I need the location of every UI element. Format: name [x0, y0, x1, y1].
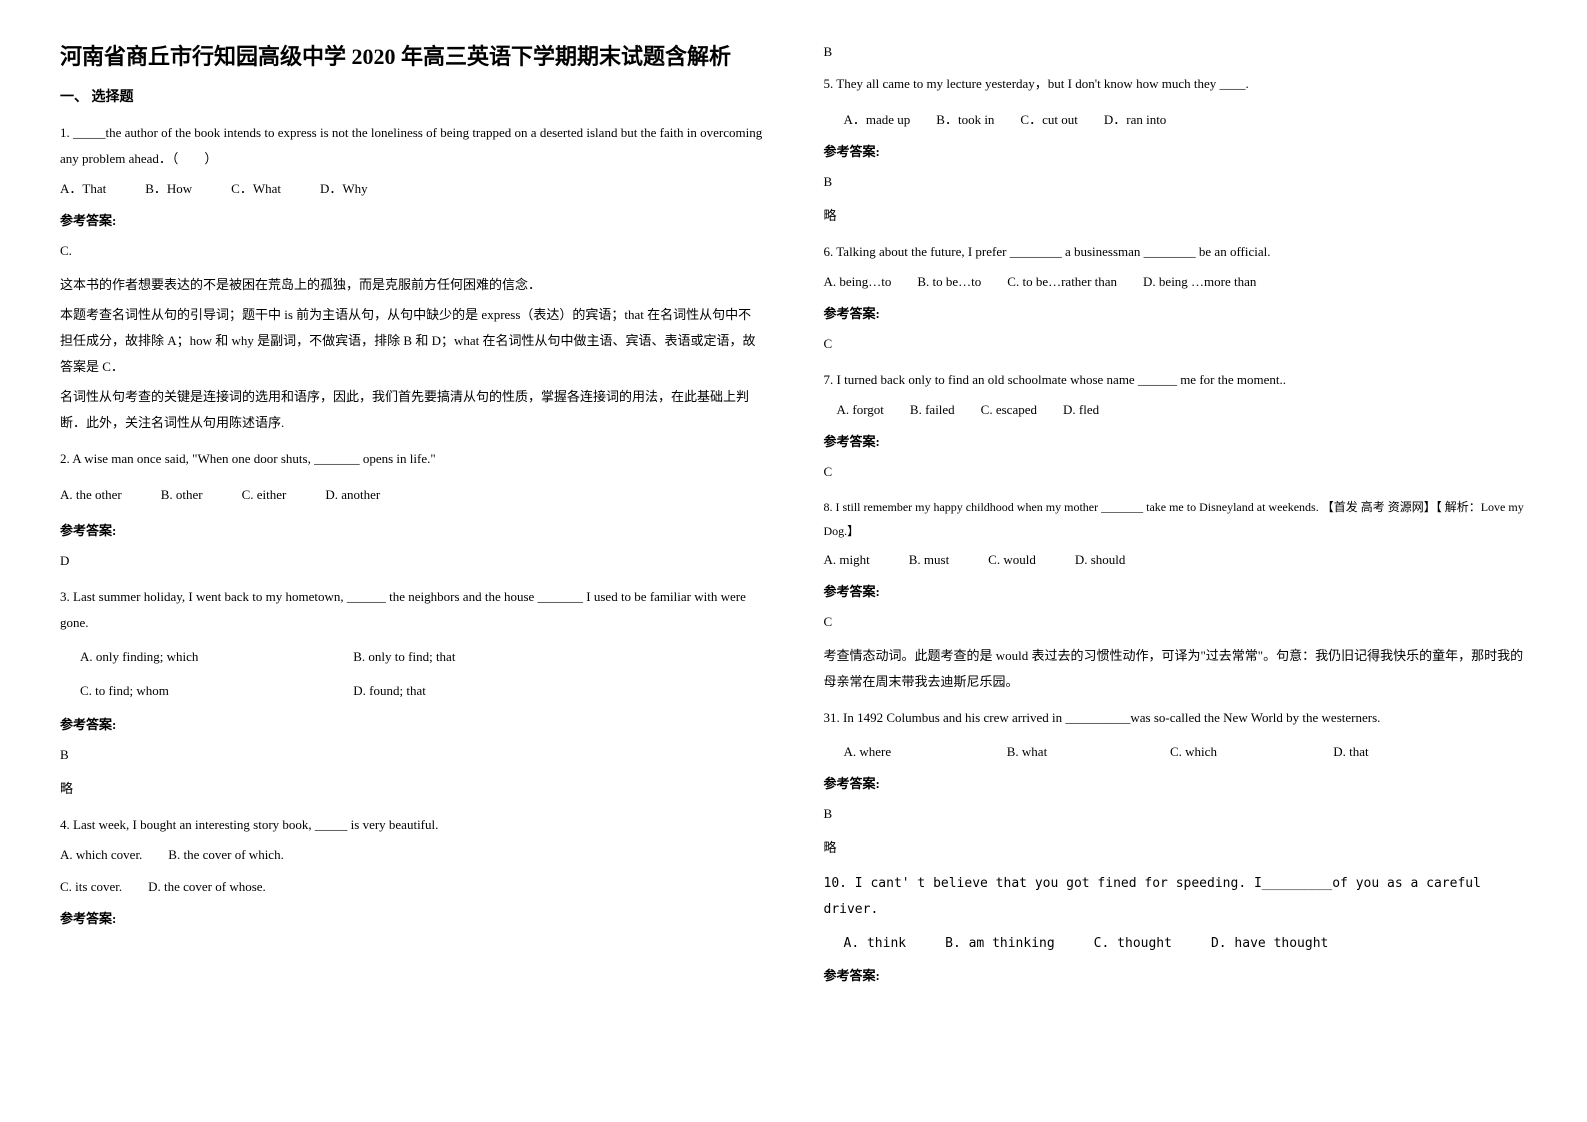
question-options: A. which cover. B. the cover of which.	[60, 842, 764, 868]
answer-value: C	[824, 609, 1528, 635]
answer-label: 参考答案:	[60, 712, 764, 738]
option-d: D. found; that	[353, 678, 426, 704]
option-b: B. only to find; that	[353, 644, 455, 670]
question-options: A. might B. must C. would D. should	[824, 547, 1528, 573]
explanation-text: 考查情态动词。此题考查的是 would 表过去的习惯性动作，可译为"过去常常"。…	[824, 643, 1528, 695]
answer-value: B	[824, 40, 1528, 63]
question-text: 3. Last summer holiday, I went back to m…	[60, 584, 764, 636]
question-7: 7. I turned back only to find an old sch…	[824, 367, 1528, 485]
answer-note: 略	[824, 835, 1528, 861]
explanation-text: 这本书的作者想要表达的不是被困在荒岛上的孤独，而是克服前方任何困难的信念．	[60, 272, 764, 298]
option-a: A. where	[844, 739, 974, 765]
explanation-text: 名词性从句考查的关键是连接词的选用和语序，因此，我们首先要搞清从句的性质，掌握各…	[60, 384, 764, 436]
question-options: C. its cover. D. the cover of whose.	[60, 874, 764, 900]
answer-label: 参考答案:	[60, 208, 764, 234]
option-a: A. only finding; which	[80, 644, 320, 670]
answer-label: 参考答案:	[824, 771, 1528, 797]
question-options: A. being…to B. to be…to C. to be…rather …	[824, 269, 1528, 295]
question-text: 6. Talking about the future, I prefer __…	[824, 239, 1528, 265]
answer-label: 参考答案:	[824, 139, 1528, 165]
option-c: C. which	[1170, 739, 1300, 765]
answer-value: B	[824, 169, 1528, 195]
question-text: 7. I turned back only to find an old sch…	[824, 367, 1528, 393]
section-header: 一、 选择题	[60, 85, 764, 110]
question-options: C. to find; whom D. found; that	[60, 678, 764, 704]
left-column: 河南省商丘市行知园高级中学 2020 年高三英语下学期期末试题含解析 一、 选择…	[60, 40, 764, 999]
option-b: B. what	[1007, 739, 1137, 765]
page-container: 河南省商丘市行知园高级中学 2020 年高三英语下学期期末试题含解析 一、 选择…	[60, 40, 1527, 999]
question-2: 2. A wise man once said, "When one door …	[60, 446, 764, 574]
question-text: 31. In 1492 Columbus and his crew arrive…	[824, 705, 1528, 731]
option-c: C. to find; whom	[80, 678, 320, 704]
question-5: 5. They all came to my lecture yesterday…	[824, 71, 1528, 229]
question-options: A. only finding; which B. only to find; …	[60, 644, 764, 670]
question-6: 6. Talking about the future, I prefer __…	[824, 239, 1528, 357]
answer-value: C.	[60, 238, 764, 264]
answer-note: 略	[60, 776, 764, 802]
question-text: 8. I still remember my happy childhood w…	[824, 495, 1528, 543]
answer-label: 参考答案:	[60, 906, 764, 932]
answer-label: 参考答案:	[60, 518, 764, 544]
question-10: 10. I cant' t believe that you got fined…	[824, 871, 1528, 989]
answer-note: 略	[824, 203, 1528, 229]
question-options: A. forgot B. failed C. escaped D. fled	[824, 397, 1528, 423]
question-options: A. where B. what C. which D. that	[824, 739, 1528, 765]
question-text: 2. A wise man once said, "When one door …	[60, 446, 764, 472]
answer-value: B	[824, 801, 1528, 827]
question-options: A．That B．How C．What D．Why	[60, 176, 764, 202]
question-text: 1. _____the author of the book intends t…	[60, 120, 764, 172]
question-text: 5. They all came to my lecture yesterday…	[824, 71, 1528, 97]
answer-value: D	[60, 548, 764, 574]
question-options: A. think B. am thinking C. thought D. ha…	[824, 931, 1528, 957]
answer-value: B	[60, 742, 764, 768]
question-options: A. the other B. other C. either D. anoth…	[60, 482, 764, 508]
explanation-text: 本题考查名词性从句的引导词；题干中 is 前为主语从句，从句中缺少的是 expr…	[60, 302, 764, 380]
question-3: 3. Last summer holiday, I went back to m…	[60, 584, 764, 802]
question-31: 31. In 1492 Columbus and his crew arrive…	[824, 705, 1528, 861]
right-column: B 5. They all came to my lecture yesterd…	[824, 40, 1528, 999]
document-title: 河南省商丘市行知园高级中学 2020 年高三英语下学期期末试题含解析	[60, 40, 764, 73]
question-text: 10. I cant' t believe that you got fined…	[824, 871, 1528, 923]
question-8: 8. I still remember my happy childhood w…	[824, 495, 1528, 695]
answer-label: 参考答案:	[824, 579, 1528, 605]
answer-label: 参考答案:	[824, 963, 1528, 989]
question-4: 4. Last week, I bought an interesting st…	[60, 812, 764, 932]
answer-value: C	[824, 459, 1528, 485]
question-text: 4. Last week, I bought an interesting st…	[60, 812, 764, 838]
answer-value: C	[824, 331, 1528, 357]
answer-label: 参考答案:	[824, 429, 1528, 455]
question-options: A．made up B．took in C．cut out D．ran into	[824, 107, 1528, 133]
option-d: D. that	[1333, 739, 1368, 765]
answer-label: 参考答案:	[824, 301, 1528, 327]
question-1: 1. _____the author of the book intends t…	[60, 120, 764, 436]
